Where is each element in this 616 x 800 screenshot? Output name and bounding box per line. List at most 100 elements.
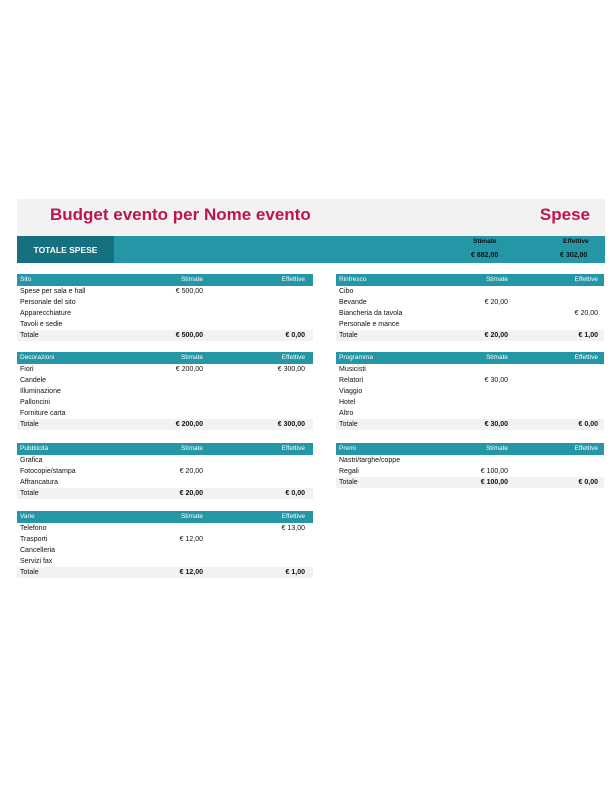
row-label: Affrancatura (20, 478, 59, 486)
total-act: € 300,00 (277, 420, 305, 428)
section-name: Decorazioni (20, 354, 55, 361)
row-label: Bevande (339, 298, 367, 306)
table-row: Illuminazione (17, 386, 313, 397)
est-header: Stimate (180, 276, 203, 283)
row-est: € 20,00 (484, 298, 508, 306)
section-name: Rinfresco (339, 276, 367, 283)
row-label: Regali (339, 467, 359, 475)
table-row: Grafica (17, 455, 313, 466)
summary-label: TOTALE SPESE (17, 236, 114, 263)
table-row: Candele (17, 375, 313, 386)
row-label: Forniture carta (20, 409, 66, 417)
table-row: Biancheria da tavola € 20,00 (336, 308, 604, 319)
table-row: Cancelleria (17, 545, 313, 556)
row-label: Cibo (339, 287, 354, 295)
section-sito: Sito Stimate Effettive Spese per sala e … (17, 274, 313, 341)
table-row: Musicisti (336, 364, 604, 375)
table-row: Personale e mance (336, 319, 604, 330)
row-label: Spese per sala e hall (20, 287, 86, 295)
row-label: Personale del sito (20, 298, 76, 306)
section-header: Premi Stimate Effettive (336, 443, 604, 455)
row-label: Personale e mance (339, 320, 400, 328)
row-label: Tavoli e sedie (20, 320, 63, 328)
section-header: Sito Stimate Effettive (17, 274, 313, 286)
section-pubblicita: Pubblicità Stimate Effettive Grafica Fot… (17, 443, 313, 499)
row-est: € 12,00 (179, 535, 203, 543)
table-row: Palloncini (17, 397, 313, 408)
total-row: Totale € 20,00 € 1,00 (336, 330, 604, 341)
total-row: Totale € 200,00 € 300,00 (17, 419, 313, 430)
row-label: Fotocopie/stampa (20, 467, 76, 475)
total-act: € 0,00 (578, 420, 598, 428)
act-header: Effettive (281, 276, 305, 283)
act-header: Effettive (281, 354, 305, 361)
total-est: € 500,00 (175, 331, 203, 339)
table-row: Forniture carta (17, 408, 313, 419)
est-header: Stimate (485, 276, 508, 283)
table-row: Tavoli e sedie (17, 319, 313, 330)
row-label: Viaggio (339, 387, 363, 395)
table-row: Nastri/targhe/coppe (336, 455, 604, 466)
row-est: € 500,00 (175, 287, 203, 295)
section-header: Pubblicità Stimate Effettive (17, 443, 313, 455)
act-header: Effettive (574, 276, 598, 283)
row-label: Palloncini (20, 398, 50, 406)
table-row: Hotel (336, 397, 604, 408)
row-label: Fiori (20, 365, 34, 373)
row-label: Cancelleria (20, 546, 56, 554)
row-label: Telefono (20, 524, 47, 532)
row-label: Biancheria da tavola (339, 309, 403, 317)
section-header: Programma Stimate Effettive (336, 352, 604, 364)
row-label: Altro (339, 409, 354, 417)
section-header: Decorazioni Stimate Effettive (17, 352, 313, 364)
est-header: Stimate (485, 354, 508, 361)
row-label: Grafica (20, 456, 43, 464)
row-est: € 30,00 (484, 376, 508, 384)
row-label: Apparecchiature (20, 309, 71, 317)
total-label: Totale (20, 489, 39, 497)
row-label: Hotel (339, 398, 356, 406)
total-row: Totale € 30,00 € 0,00 (336, 419, 604, 430)
total-est: € 20,00 (179, 489, 203, 497)
act-header: Effettive (281, 445, 305, 452)
summary-act-value: € 302,00 (560, 252, 588, 259)
act-header: Effettive (574, 354, 598, 361)
row-label: Relatori (339, 376, 364, 384)
section-name: Premi (339, 445, 356, 452)
total-est: € 12,00 (179, 568, 203, 576)
row-act: € 20,00 (574, 309, 598, 317)
table-row: Fotocopie/stampa € 20,00 (17, 466, 313, 477)
total-act: € 1,00 (578, 331, 598, 339)
row-est: € 200,00 (175, 365, 203, 373)
row-act: € 300,00 (277, 365, 305, 373)
total-label: Totale (339, 331, 358, 339)
row-act: € 13,00 (281, 524, 305, 532)
section-rinfresco: Rinfresco Stimate Effettive Cibo Bevande… (336, 274, 604, 341)
section-name: Sito (20, 276, 32, 283)
total-act: € 1,00 (285, 568, 305, 576)
table-row: Relatori € 30,00 (336, 375, 604, 386)
table-row: Viaggio (336, 386, 604, 397)
section-header: Rinfresco Stimate Effettive (336, 274, 604, 286)
table-row: Altro (336, 408, 604, 419)
summary-act-header: Effettive (563, 238, 589, 245)
total-est: € 200,00 (175, 420, 203, 428)
total-act: € 0,00 (578, 478, 598, 486)
total-row: Totale € 20,00 € 0,00 (17, 488, 313, 499)
table-row: Bevande € 20,00 (336, 297, 604, 308)
est-header: Stimate (180, 354, 203, 361)
total-est: € 30,00 (484, 420, 508, 428)
row-est: € 20,00 (179, 467, 203, 475)
section-premi: Premi Stimate Effettive Nastri/targhe/co… (336, 443, 604, 488)
total-label: Totale (20, 331, 39, 339)
section-varie: Varie Stimate Effettive Telefono € 13,00 … (17, 511, 313, 578)
table-row: Affrancatura (17, 477, 313, 488)
total-act: € 0,00 (285, 331, 305, 339)
table-row: Cibo (336, 286, 604, 297)
summary-est-header: Stimate (473, 238, 497, 245)
table-row: Telefono € 13,00 (17, 523, 313, 534)
summary-est-value: € 882,00 (471, 252, 499, 259)
total-row: Totale € 12,00 € 1,00 (17, 567, 313, 578)
total-act: € 0,00 (285, 489, 305, 497)
table-row: Fiori € 200,00 € 300,00 (17, 364, 313, 375)
